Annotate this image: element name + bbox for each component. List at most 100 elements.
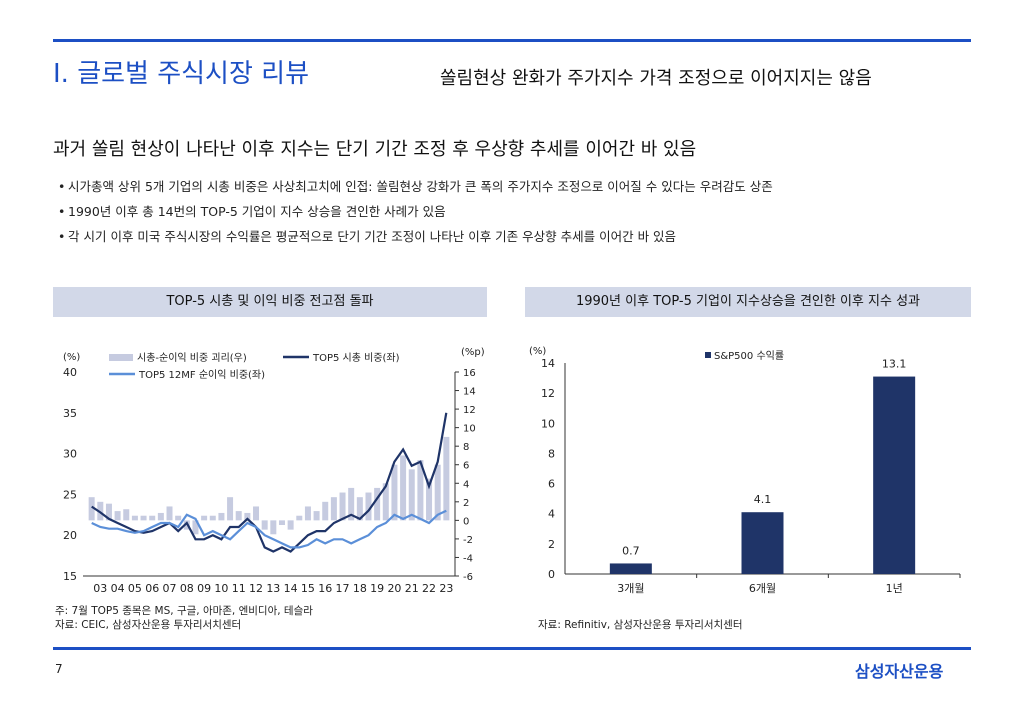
top-divider [53,39,971,42]
gap-bar [149,515,156,521]
x-tick: 18 [353,582,367,595]
legend-swatch-sp500 [705,352,711,358]
gap-bar [330,497,337,521]
legend-label-gap: 시총-순이익 비중 괴리(우) [137,352,247,364]
bullet-marker: • [58,204,66,219]
sp500-bar-label: 13.1 [882,358,907,371]
x-tick: 23 [439,582,453,595]
gap-bar [253,506,260,521]
bullet-list: • 시가총액 상위 5개 기업의 시총 비중은 사상최고치에 인접: 쏠림현상 강… [58,178,773,253]
right-chart-y-tick: 12 [541,387,555,400]
right-y-tick: 2 [463,498,469,509]
left-chart-header: TOP-5 시총 및 이익 비중 전고점 돌파 [53,287,487,317]
gap-bar [278,520,285,525]
page-title: I. 글로벌 주식시장 리뷰 [53,59,310,89]
right-chart-y-tick: 0 [548,568,555,581]
sp500-bar-label: 0.7 [622,544,640,557]
gap-bar [426,478,433,521]
left-y-tick: 40 [63,366,77,379]
x-tick: 08 [180,582,194,595]
gap-bar [123,509,130,521]
gap-bar [140,515,147,521]
x-tick: 05 [128,582,142,595]
right-chart-y-tick: 4 [548,508,555,521]
gap-bar [105,503,112,521]
bullet-item: • 1990년 이후 총 14번의 TOP-5 기업이 지수 상승을 견인한 사례… [58,203,773,228]
right-chart-x-tick: 1년 [886,582,903,595]
left-chart: (%) (%p) 15 20 25 30 35 40 -6 -4 -2 0 2 4 6 8 10 12 14 16… [63,347,485,595]
gap-bar [244,512,251,521]
legend-label-top5-mktcap: TOP5 시총 비중(좌) [312,352,400,364]
gap-bar [374,487,381,521]
bottom-divider [53,647,971,650]
gap-bar [304,506,311,521]
gap-bar [365,492,372,521]
right-chart-y-tick: 6 [548,478,555,491]
x-tick: 20 [387,582,401,595]
gap-bar [114,511,121,521]
gap-bar [348,487,355,521]
gap-bar [131,515,138,521]
line-top5-mktcap [91,412,448,553]
right-chart-x-tick: 3개월 [617,582,644,595]
right-y-tick: 14 [463,387,476,398]
bullet-marker: • [58,179,66,194]
x-tick: 16 [318,582,332,595]
page-subtitle: 쏠림현상 완화가 주가지수 가격 조정으로 이어지지는 않음 [440,68,872,89]
bullet-text: 1990년 이후 총 14번의 TOP-5 기업이 지수 상승을 견인한 사례가… [68,204,446,219]
right-chart-y-tick: 2 [548,538,555,551]
x-tick: 19 [370,582,384,595]
x-tick: 12 [249,582,263,595]
legend-label-top5-earnings: TOP5 12MF 순이익 비중(좌) [138,369,265,381]
right-chart-unit: (%) [529,346,546,357]
x-tick: 21 [405,582,419,595]
right-axis-unit: (%p) [461,347,485,358]
gap-bar [322,501,329,521]
bullet-item: • 시가총액 상위 5개 기업의 시총 비중은 사상최고치에 인접: 쏠림현상 강… [58,178,773,203]
x-tick: 10 [214,582,228,595]
gap-bar [443,436,450,521]
x-tick: 14 [284,582,298,595]
sp500-bar-label: 4.1 [754,493,772,506]
gap-bar [218,512,225,521]
gap-bar [201,515,208,521]
bullet-item: • 각 시기 이후 미국 주식시장의 수익률은 평균적으로 단기 기간 조정이 나… [58,228,773,253]
x-tick: 06 [145,582,159,595]
gap-bar [391,464,398,521]
legend-label-sp500: S&P500 수익률 [714,350,784,362]
gap-bar [157,512,164,521]
gap-bar [356,497,363,521]
gap-bar [417,460,424,521]
sp500-bar [609,563,652,574]
sp500-bar [873,376,916,574]
x-tick: 09 [197,582,211,595]
bullet-text: 각 시기 이후 미국 주식시장의 수익률은 평균적으로 단기 기간 조정이 나타… [68,229,677,244]
x-tick: 11 [232,582,246,595]
x-tick: 04 [111,582,125,595]
x-tick: 17 [336,582,350,595]
gap-bar [175,515,182,521]
line-top5-earnings [91,509,447,549]
right-y-tick: 10 [463,424,476,435]
x-tick: 13 [266,582,280,595]
right-y-tick: 16 [463,368,476,379]
gap-bar [434,464,441,521]
gap-bar [192,520,199,535]
right-chart-y-tick: 10 [541,417,555,430]
x-tick: 07 [163,582,177,595]
right-y-tick: 0 [463,516,469,527]
left-y-tick: 15 [63,570,77,583]
right-y-tick: -2 [463,535,473,546]
right-y-tick: 12 [463,405,476,416]
gap-bar [339,492,346,521]
gap-bar [287,520,294,530]
gap-bar [400,455,407,521]
gap-bar [261,520,268,530]
right-chart: (%) S&P500 수익률 0 2 4 6 8 10 12 14 3개월 6개월 1년 0.7 4.… [529,346,961,595]
left-axis-unit: (%) [63,352,80,363]
right-y-tick: 4 [463,479,469,490]
bullet-marker: • [58,229,66,244]
bullet-text: 시가총액 상위 5개 기업의 시총 비중은 사상최고치에 인접: 쏠림현상 강화… [68,179,773,194]
sp500-bar [741,512,784,574]
headline: 과거 쏠림 현상이 나타난 이후 지수는 단기 기간 조정 후 우상향 추세를 … [53,139,697,160]
